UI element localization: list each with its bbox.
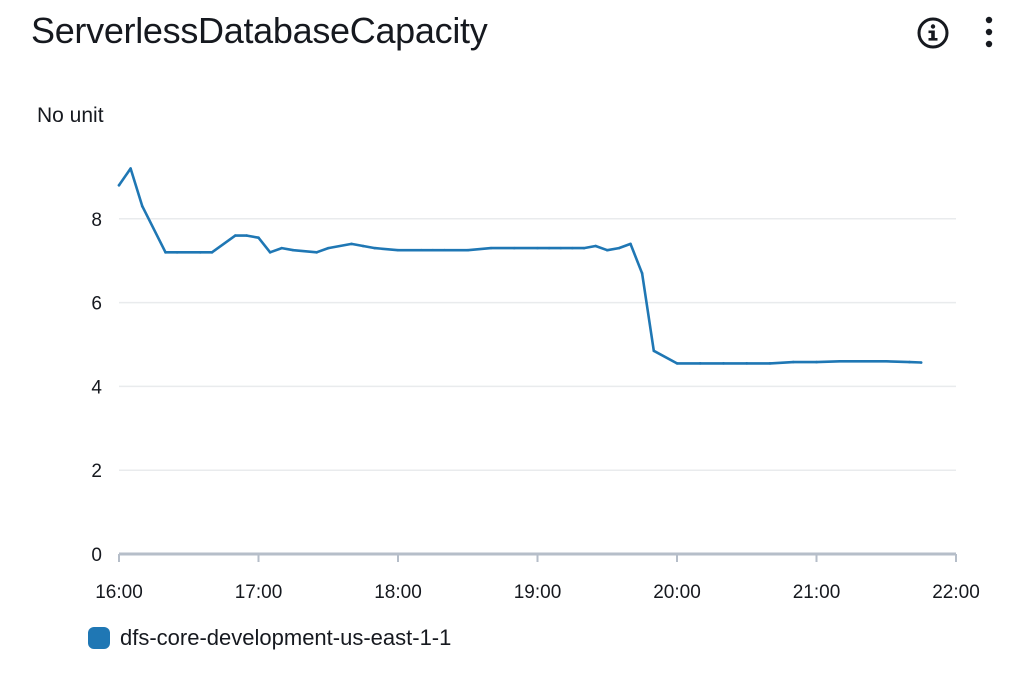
data-point [582, 246, 586, 250]
x-tick-label-2: 18:00 [374, 582, 422, 603]
data-point [768, 362, 772, 365]
legend-item[interactable]: dfs-core-development-us-east-1-1 [88, 625, 451, 651]
data-point [617, 246, 621, 250]
data-point [489, 246, 493, 250]
x-tick-label-4: 20:00 [653, 582, 701, 603]
info-icon[interactable] [916, 16, 950, 50]
data-point [117, 183, 121, 187]
data-point [919, 361, 923, 364]
data-point [419, 248, 423, 252]
data-point [791, 360, 795, 364]
y-tick-label-6: 6 [91, 294, 102, 315]
x-tick-label-0: 16:00 [95, 582, 143, 603]
legend-swatch [88, 627, 110, 649]
data-point [640, 271, 644, 275]
widget-title: ServerlessDatabaseCapacity [31, 10, 488, 51]
data-point [559, 246, 563, 250]
legend-label: dfs-core-development-us-east-1-1 [120, 625, 452, 650]
data-point [210, 251, 214, 254]
data-point [373, 246, 377, 250]
data-point [164, 251, 167, 254]
data-point [571, 246, 574, 250]
data-point [257, 236, 260, 239]
data-point [129, 167, 132, 170]
series-line-0 [117, 167, 923, 365]
data-point [861, 359, 865, 363]
x-tick-label-6: 22:00 [932, 582, 980, 603]
data-point [466, 248, 470, 252]
data-point [268, 251, 272, 254]
data-point [745, 362, 749, 365]
data-point [175, 251, 179, 254]
data-point [605, 248, 609, 252]
data-point [245, 234, 249, 237]
data-point [326, 246, 330, 250]
data-point [908, 360, 911, 364]
data-point [292, 248, 295, 252]
y-axis-unit-label: No unit [37, 104, 104, 127]
x-tick-label-3: 19:00 [514, 582, 562, 603]
data-point [594, 244, 597, 248]
data-point [396, 248, 400, 252]
data-point [838, 359, 842, 363]
line-chart: 0 2 4 6 8 16:00 17:00 18:00 19:00 20:00 21:00 22:00 [91, 167, 980, 603]
y-tick-label-2: 2 [91, 461, 102, 482]
data-point [722, 362, 725, 365]
y-tick-label-8: 8 [91, 210, 102, 231]
data-point [547, 246, 551, 250]
data-point [536, 246, 539, 250]
data-point [652, 349, 656, 353]
data-point [698, 362, 702, 365]
data-point [884, 359, 888, 363]
data-point [815, 360, 818, 364]
data-point [512, 246, 516, 250]
data-point [361, 244, 365, 248]
data-point [443, 248, 446, 252]
y-tick-label-4: 4 [91, 377, 102, 398]
data-point [233, 234, 237, 237]
data-point [675, 362, 679, 365]
x-tick-label-5: 21:00 [793, 582, 841, 603]
data-point [315, 251, 318, 254]
data-point [629, 242, 632, 246]
x-tick-label-1: 17:00 [235, 582, 283, 603]
data-point [350, 242, 353, 246]
data-point [431, 248, 435, 252]
data-point [140, 204, 144, 208]
data-point [280, 246, 284, 250]
vertical-ellipsis-icon[interactable] [978, 14, 1000, 52]
data-point [199, 251, 202, 254]
y-tick-label-0: 0 [91, 545, 102, 566]
